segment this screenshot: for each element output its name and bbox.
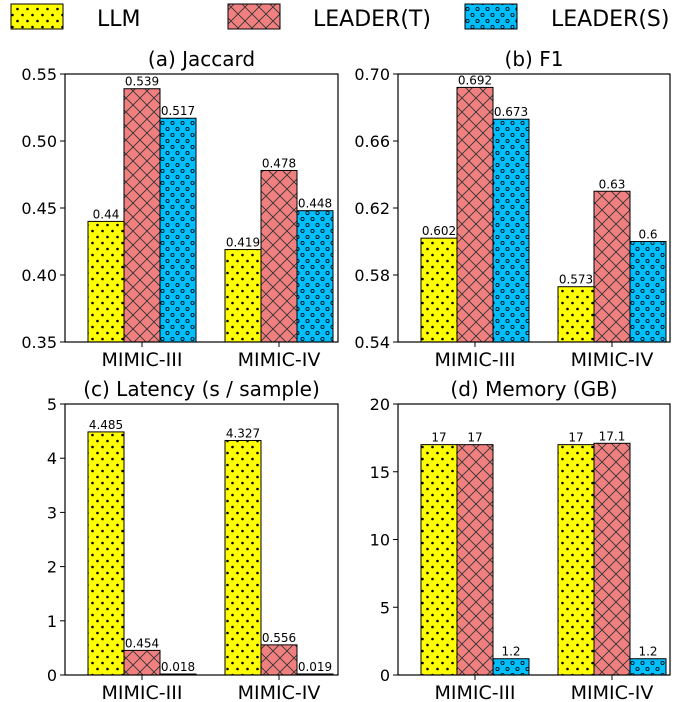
legend-swatch-leader-s [464, 3, 518, 30]
legend-label-leader-t: LEADER(T) [313, 7, 431, 32]
y-tick-label: 1 [47, 612, 57, 631]
data-label-llm-mimic-iii: 17 [431, 431, 446, 445]
panel-title: (a) Jaccard [148, 47, 255, 71]
bar-leader-s-mimic-iii [492, 658, 530, 676]
data-label-llm-mimic-iii: 0.44 [93, 207, 120, 221]
bar-llm-mimic-iii [420, 444, 458, 676]
y-tick-label: 5 [47, 395, 57, 414]
y-tick-label: 4 [47, 449, 57, 468]
data-label-llm-mimic-iv: 17 [568, 431, 583, 445]
bar-leader-t-mimic-iv [593, 442, 631, 676]
bar-llm-mimic-iv [224, 439, 262, 676]
legend-entry-leader-t: LEADER(T) [227, 3, 431, 32]
y-tick-label: 20 [370, 395, 390, 414]
data-label-llm-mimic-iv: 4.327 [226, 426, 260, 440]
legend-entry-leader-s: LEADER(S) [464, 3, 669, 32]
data-label-leader-t-mimic-iv: 0.63 [599, 177, 626, 191]
bar-llm-mimic-iii [87, 431, 125, 676]
data-label-leader-t-mimic-iv: 0.556 [262, 631, 296, 645]
legend: LLM LEADER(T) LEADER(S) [10, 3, 669, 32]
x-tick-label-mimic-iii: MIMIC-III [102, 682, 183, 702]
x-tick-label-mimic-iii: MIMIC-III [102, 349, 183, 371]
y-tick-label: 15 [370, 463, 390, 482]
legend-swatch-leader-t [227, 3, 281, 30]
data-label-leader-s-mimic-iv: 1.2 [638, 645, 657, 659]
x-tick-label-mimic-iv: MIMIC-IV [238, 682, 321, 702]
y-tick-label: 2 [47, 558, 57, 577]
bar-leader-s-mimic-iv [296, 210, 334, 343]
data-label-leader-t-mimic-iii: 0.454 [125, 636, 159, 650]
legend-label-leader-s: LEADER(S) [551, 7, 669, 32]
bar-leader-t-mimic-iii [123, 649, 161, 676]
x-tick-label-mimic-iv: MIMIC-IV [238, 349, 321, 371]
panel-title: (b) F1 [505, 47, 564, 71]
legend-entry-llm: LLM [10, 3, 141, 32]
bar-leader-t-mimic-iii [123, 88, 161, 343]
y-tick-label: 3 [47, 503, 57, 522]
bar-leader-t-mimic-iv [260, 644, 298, 676]
panel-f1: (b) F1 0.602 0.573 0.692 0.63 0.673 0.6 0.54 0.5… [354, 47, 671, 371]
y-tick-label: 0.54 [354, 333, 390, 352]
bar-llm-mimic-iii [87, 220, 125, 343]
y-tick-label: 0 [47, 666, 57, 685]
data-label-leader-t-mimic-iii: 0.539 [125, 75, 159, 89]
bar-leader-s-mimic-iv [629, 658, 667, 676]
bar-llm-mimic-iv [557, 286, 595, 343]
legend-swatch-llm [10, 3, 64, 30]
data-label-leader-s-mimic-iii: 0.018 [161, 660, 195, 674]
data-label-leader-s-mimic-iv: 0.6 [638, 228, 657, 242]
data-label-llm-mimic-iii: 4.485 [89, 418, 123, 432]
y-tick-label: 0.45 [21, 199, 57, 218]
data-label-llm-mimic-iii: 0.602 [422, 224, 456, 238]
legend-label-llm: LLM [97, 7, 141, 32]
bar-llm-mimic-iii [420, 237, 458, 343]
y-tick-label: 0 [380, 666, 390, 685]
panel-title: (d) Memory (GB) [450, 377, 617, 401]
y-tick-label: 0.62 [354, 199, 390, 218]
bar-leader-t-mimic-iv [260, 169, 298, 343]
data-label-leader-t-mimic-iv: 0.478 [262, 156, 296, 170]
data-label-llm-mimic-iv: 0.573 [559, 273, 593, 287]
panel-title: (c) Latency (s / sample) [83, 377, 320, 401]
data-label-leader-s-mimic-iv: 0.448 [298, 197, 332, 211]
y-tick-label: 0.70 [354, 65, 390, 84]
y-tick-label: 0.58 [354, 266, 390, 285]
bar-leader-s-mimic-iii [159, 117, 197, 343]
bar-leader-t-mimic-iv [593, 190, 631, 343]
bar-leader-t-mimic-iii [456, 444, 494, 676]
x-tick-label-mimic-iii: MIMIC-III [435, 349, 516, 371]
data-label-leader-s-mimic-iv: 0.019 [298, 660, 332, 674]
bar-leader-s-mimic-iii [492, 118, 530, 343]
x-tick-label-mimic-iv: MIMIC-IV [571, 682, 654, 702]
bar-leader-s-mimic-iv [629, 241, 667, 343]
bar-llm-mimic-iv [224, 249, 262, 343]
data-label-leader-s-mimic-iii: 0.517 [161, 104, 195, 118]
bar-leader-t-mimic-iii [456, 86, 494, 343]
data-label-leader-t-mimic-iii: 0.692 [458, 73, 492, 87]
data-label-leader-t-mimic-iii: 17 [467, 431, 482, 445]
y-tick-label: 0.66 [354, 132, 390, 151]
x-tick-label-mimic-iii: MIMIC-III [435, 682, 516, 702]
y-tick-label: 0.35 [21, 333, 57, 352]
data-label-leader-t-mimic-iv: 17.1 [599, 429, 626, 443]
y-tick-label: 10 [370, 531, 390, 550]
y-tick-label: 5 [380, 598, 390, 617]
panel-memory: (d) Memory (GB) 17 17 17 17.1 1.2 1.2 0 5 10 15 20 M… [370, 377, 671, 702]
plot-frame [64, 403, 339, 676]
data-label-llm-mimic-iv: 0.419 [226, 236, 260, 250]
x-tick-label-mimic-iv: MIMIC-IV [571, 349, 654, 371]
y-tick-label: 0.40 [21, 266, 57, 285]
data-label-leader-s-mimic-iii: 1.2 [501, 645, 520, 659]
y-tick-label: 0.55 [21, 65, 57, 84]
data-label-leader-s-mimic-iii: 0.673 [494, 105, 528, 119]
panel-jaccard: (a) Jaccard 0.44 0.419 0.539 0.478 0.517 0.448… [21, 47, 339, 371]
y-tick-label: 0.50 [21, 132, 57, 151]
bar-llm-mimic-iv [557, 444, 595, 676]
